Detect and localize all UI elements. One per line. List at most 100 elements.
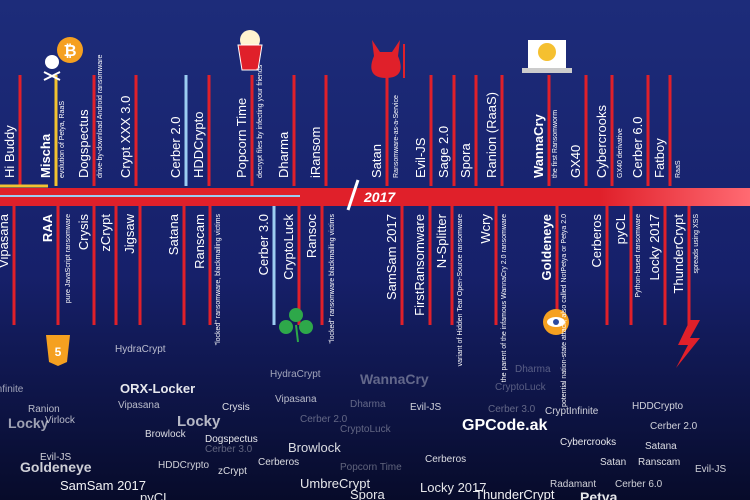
entry-label: FirstRansomware	[412, 214, 427, 316]
entry-label: Cybercrooks	[594, 105, 609, 178]
cloud-word: Dharma	[515, 364, 551, 375]
entry-label: Crypt XXX 3.0	[118, 96, 133, 178]
cloud-word: Evil-JS	[410, 402, 441, 413]
cloud-word: ThunderCrypt	[475, 487, 555, 500]
entry-note: drive-by-download Android ransomware	[97, 55, 104, 178]
cloud-word: HDDCrypto	[158, 460, 210, 471]
entry-note: pure JavaScript ransomware	[65, 214, 72, 303]
entry-note: Python-based ransomware	[635, 214, 642, 298]
entry-label: Crysis	[76, 214, 91, 251]
entry-label: Jigsaw	[122, 213, 137, 253]
popcorn-icon	[237, 30, 263, 71]
cloud-word: Vipasana	[275, 394, 317, 405]
entry-note: "locked" ransomware, blackmailing victim…	[215, 214, 222, 346]
entry-label: Cerber 2.0	[168, 117, 183, 178]
svg-text:5: 5	[55, 345, 62, 359]
cloud-word: CryptInfinite	[545, 406, 599, 417]
cloud-word: Petya	[580, 489, 618, 500]
cloud-word: SamSam 2017	[60, 478, 146, 493]
entry-note: RaaS	[675, 160, 682, 178]
entry-label: WannaCry	[531, 113, 546, 178]
entry-label: pyCL	[613, 214, 628, 244]
cloud-word: Spora	[350, 487, 385, 500]
cloud-word: Crysis	[222, 402, 250, 413]
entry-note: variant of Hidden Tear Open-Source ranso…	[457, 214, 464, 367]
entry-label: Ransoc	[304, 214, 319, 259]
entry-label: Cerber 3.0	[256, 214, 271, 275]
cloud-word: Virlock	[45, 415, 76, 426]
entry-label: Ranscam	[192, 214, 207, 269]
entry-label: Hi Buddy	[2, 125, 17, 178]
cloud-word: UmbreCrypt	[300, 476, 370, 491]
cloud-word: pyCL	[140, 490, 170, 500]
cloud-word: Popcorn Time	[340, 462, 402, 473]
cloud-word: Browlock	[288, 440, 341, 455]
cloud-word: Dogspectus	[205, 434, 258, 445]
entry-label: CryptoLuck	[281, 214, 296, 280]
cloud-word: Cerber 3.0	[205, 444, 253, 455]
cloud-word: Radamant	[550, 479, 596, 490]
cloud-word: HydraCrypt	[115, 344, 166, 355]
skull-icon	[43, 55, 61, 81]
cloud-word: Vipasana	[118, 400, 160, 411]
entry-label: Mischa	[38, 133, 53, 178]
cloud-word: zCrypt	[218, 466, 247, 477]
entry-label: RAA	[40, 213, 55, 242]
entry-label: Ranion (RaaS)	[484, 92, 499, 178]
entry-note: spreads using XSS	[693, 214, 700, 274]
entry-note: GX40 derivative	[617, 128, 624, 178]
cloud-word: HydraCrypt	[270, 369, 321, 380]
entry-label: Locky 2017	[647, 214, 662, 281]
entry-label: Evil-JS	[413, 137, 428, 178]
cloud-word: Locky 2017	[420, 480, 487, 495]
entry-note: "locked" ransomware blackmailing victims	[329, 214, 336, 344]
entry-label: Cerberos	[589, 214, 604, 268]
entry-label: Satan	[369, 144, 384, 178]
cloud-word: HDDCrypto	[632, 401, 684, 412]
entry-label: zCrypt	[98, 214, 113, 252]
entry-label: Goldeneye	[539, 214, 554, 280]
entry-label: Cerber 6.0	[630, 117, 645, 178]
cloud-word: ORX-Locker	[120, 381, 195, 396]
svg-text:₿: ₿	[63, 42, 76, 60]
laptop-icon	[522, 40, 572, 73]
entry-label: GX40	[568, 145, 583, 178]
cloud-word: Evil-JS	[695, 464, 726, 475]
cloud-word: Cerber 3.0	[488, 404, 536, 415]
entry-label: Dharma	[276, 131, 291, 178]
entry-label: Wcry	[478, 214, 493, 244]
cloud-word: Ranion	[28, 404, 60, 415]
cloud-word: WannaCry	[360, 371, 429, 387]
entry-label: Spora	[458, 143, 473, 178]
clover-icon	[279, 308, 313, 343]
year-break	[346, 179, 360, 211]
cloud-word: Satana	[645, 441, 677, 452]
cloud-word: Cerber 2.0	[650, 421, 698, 432]
entry-note: potential nation-state attack, also call…	[561, 214, 568, 407]
entry-note: decrypt files by infecting your friends	[257, 64, 264, 178]
cloud-word: Cerberos	[258, 457, 299, 468]
cloud-word: Locky	[8, 415, 49, 431]
entry-note: Ransomware-as-a-Service	[393, 95, 400, 178]
cloud-word: CryptoLuck	[495, 382, 547, 393]
entry-label: Sage 2.0	[436, 126, 451, 178]
cloud-word: CryptInfinite	[0, 384, 24, 395]
cloud-word: Evil-JS	[40, 452, 71, 463]
cloud-word: Dharma	[350, 399, 386, 410]
cloud-word: Cybercrooks	[560, 437, 616, 448]
entry-label: Satana	[166, 213, 181, 255]
timeline-bar	[0, 188, 750, 206]
entry-label: Fatboy	[652, 138, 667, 178]
cloud-word: Cerber 6.0	[615, 479, 663, 490]
lightning-icon	[676, 320, 700, 368]
devil-icon	[371, 40, 405, 78]
entry-label: HDDCrypto	[191, 112, 206, 178]
entry-note: the first Ransomworm	[552, 110, 559, 178]
entry-label: iRansom	[308, 127, 323, 178]
year-label: 2017	[363, 189, 396, 205]
entry-label: ThunderCrypt	[671, 214, 686, 294]
cloud-word: Ranscam	[638, 457, 680, 468]
cloud-word: Locky	[177, 413, 221, 430]
